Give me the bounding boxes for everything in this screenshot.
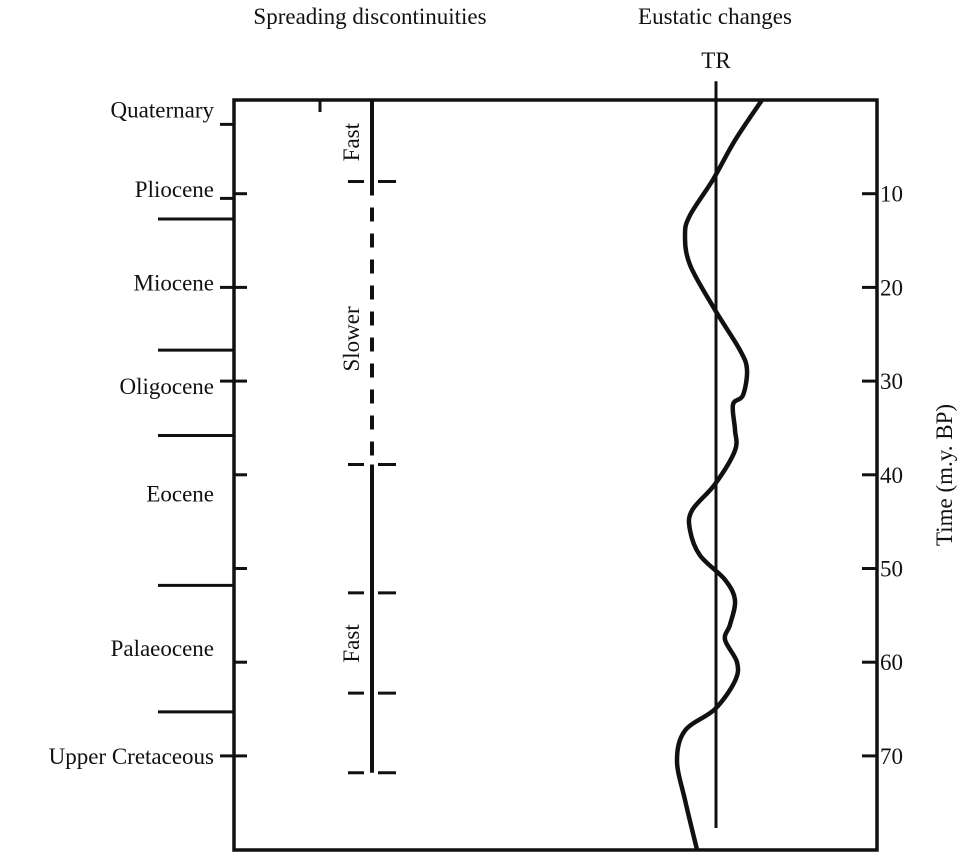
epoch-axis: Quaternary Pliocene Miocene Oligocene Eocene… — [49, 97, 234, 769]
y-tick-label: 70 — [880, 744, 903, 769]
eustatic-curve-group — [674, 81, 764, 851]
y-tick-label: 30 — [880, 369, 903, 394]
y-tick-label: 20 — [880, 275, 903, 300]
y-tick-label: 60 — [880, 650, 903, 675]
epoch-label: Oligocene — [119, 374, 214, 399]
eustatic-curve — [674, 98, 764, 851]
epoch-label: Palaeocene — [111, 636, 214, 661]
plot-frame — [232, 98, 879, 852]
y-tick-label: 10 — [880, 182, 903, 207]
epoch-label: Miocene — [134, 271, 214, 296]
time-axis: 10 20 30 40 50 60 70 — [234, 182, 903, 769]
eustatic-header: Eustatic changes — [638, 4, 792, 29]
epoch-label: Quaternary — [111, 97, 215, 122]
epoch-label: Eocene — [146, 482, 214, 507]
epoch-label: Pliocene — [135, 177, 214, 202]
spreading-label: Fast — [339, 624, 364, 663]
y-axis-title: Time (m.y. BP) — [932, 404, 957, 546]
spreading-label: Fast — [339, 122, 364, 161]
epoch-label: Upper Cretaceous — [49, 744, 214, 769]
spreading-header: Spreading discontinuities — [253, 4, 486, 29]
y-tick-label: 50 — [880, 557, 903, 582]
y-tick-label: 40 — [880, 463, 903, 488]
spreading-label: Slower — [339, 306, 364, 372]
tr-label: TR — [701, 48, 731, 73]
spreading-column: Fast Slower Fast — [339, 100, 396, 775]
